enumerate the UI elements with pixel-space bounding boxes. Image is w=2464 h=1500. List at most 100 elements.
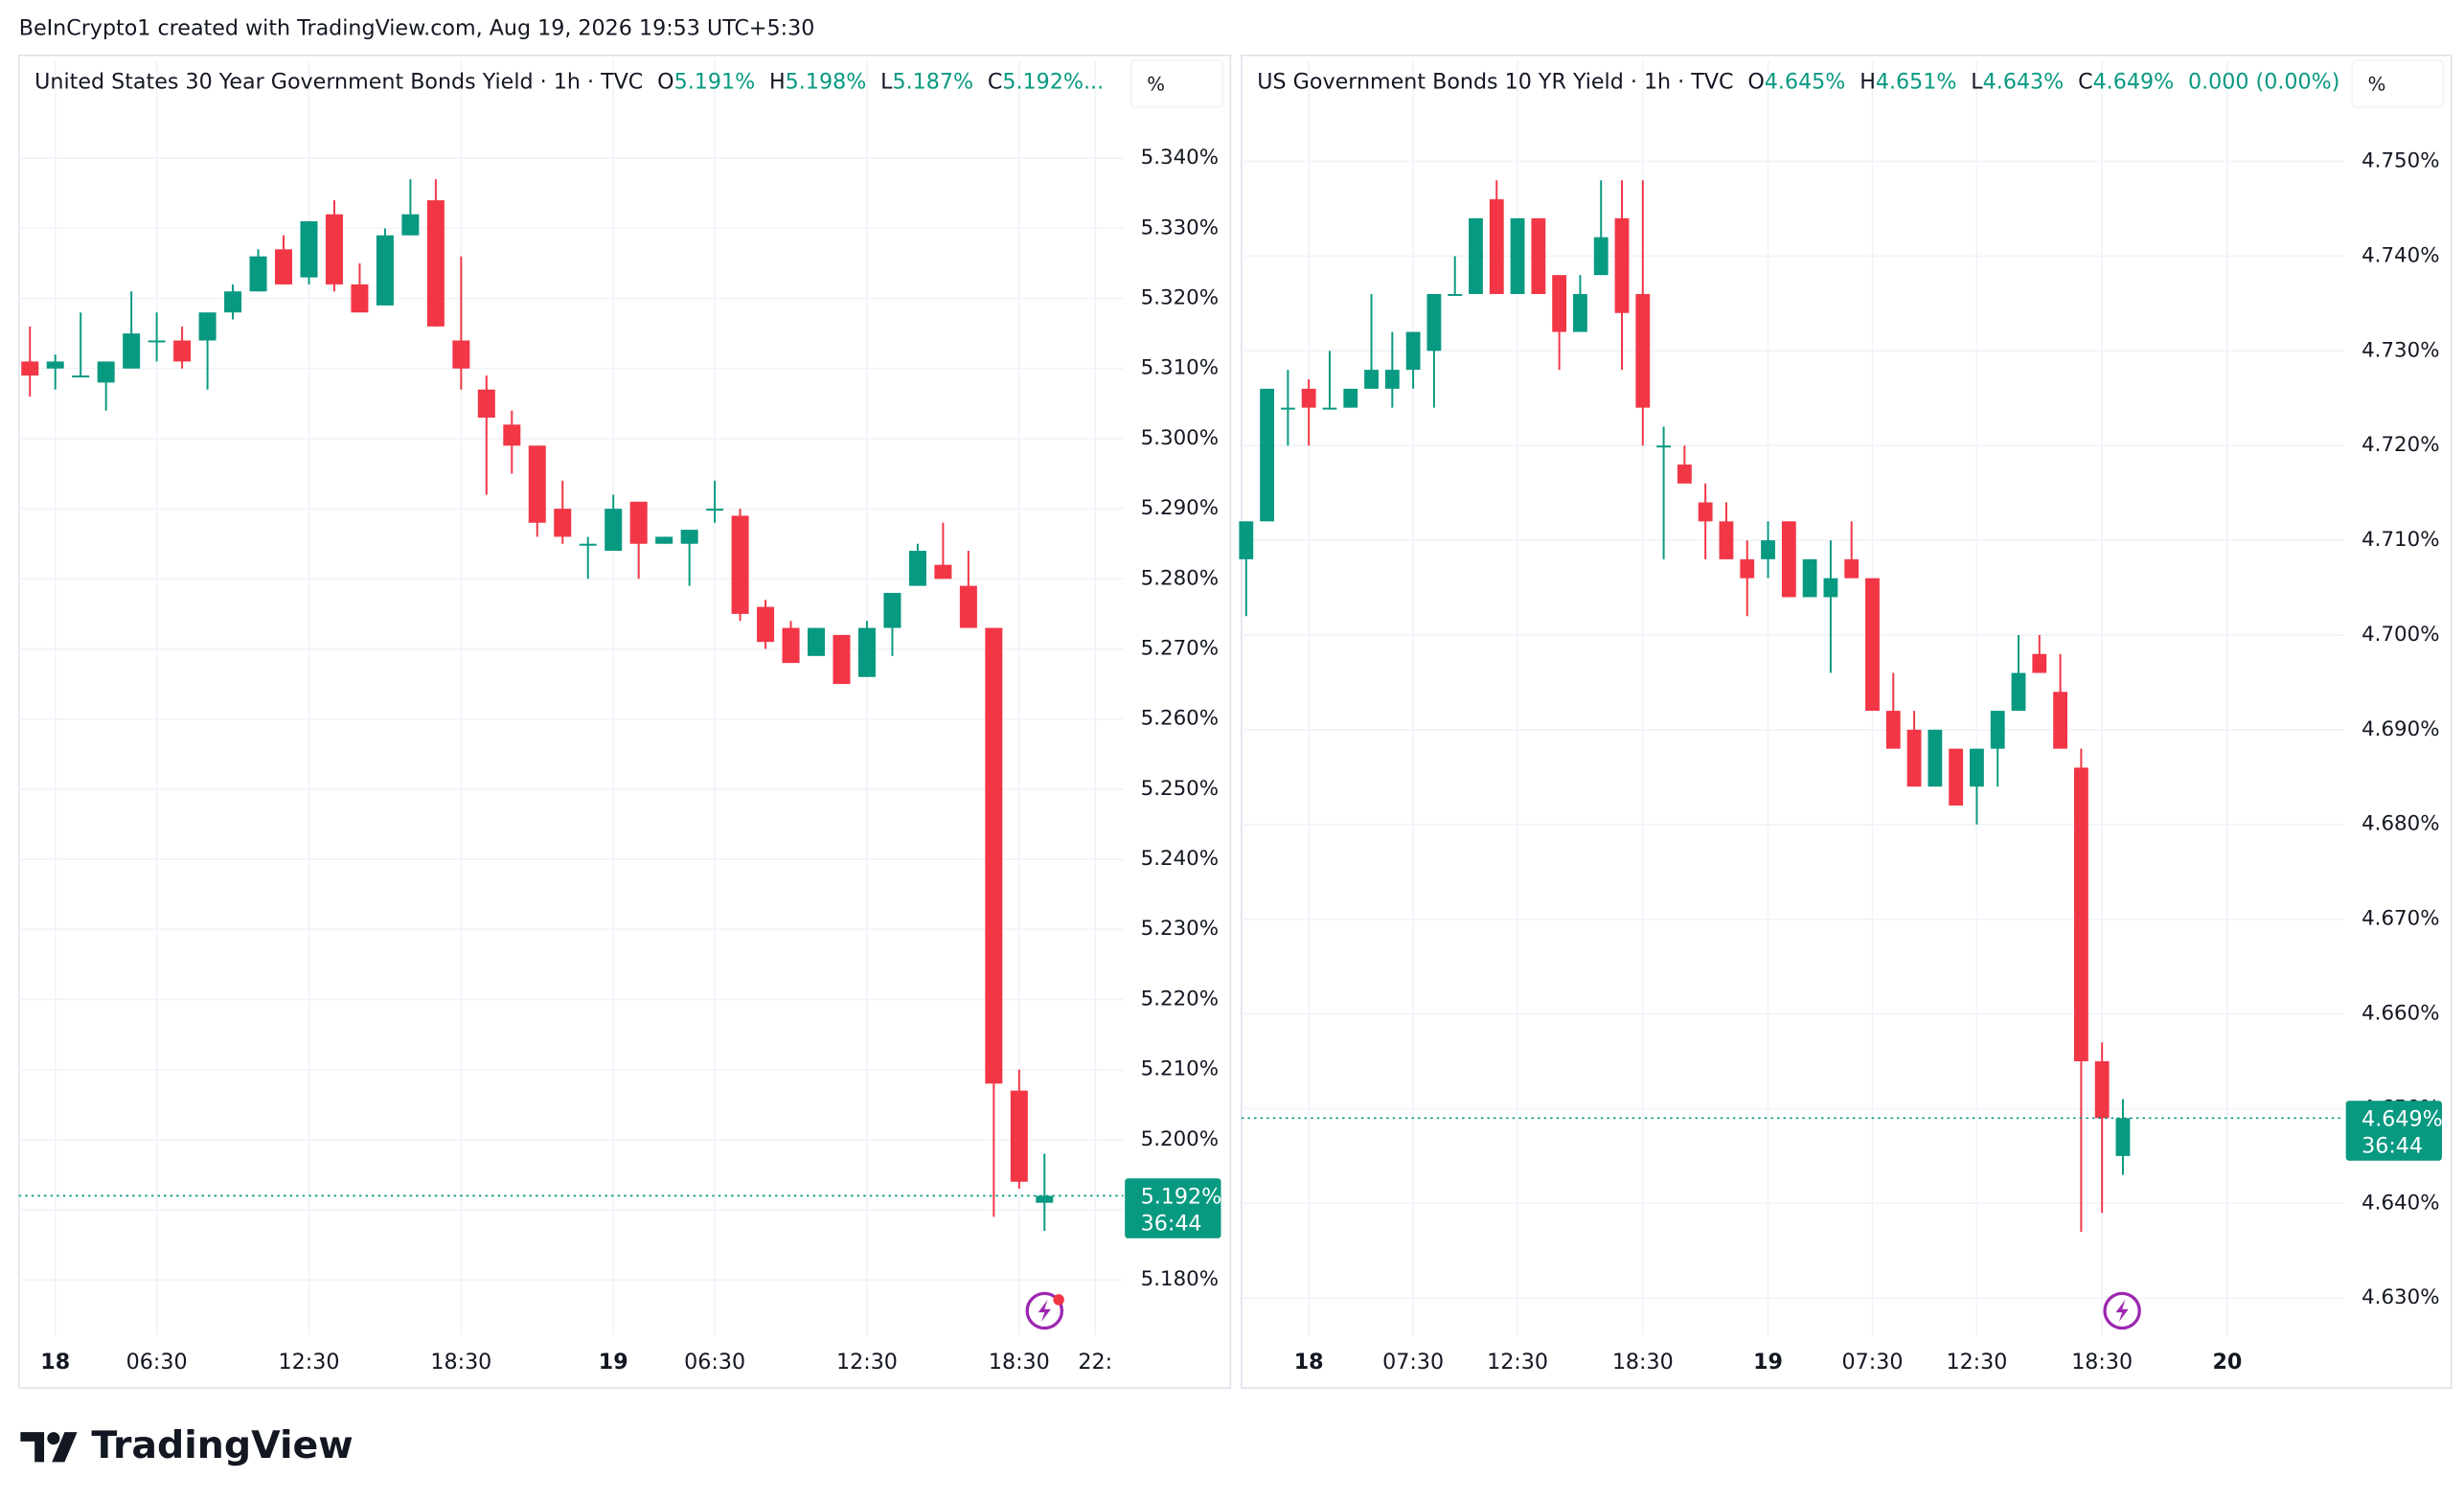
x-tick-label: 07:30	[1842, 1350, 1904, 1375]
y-tick-label: 5.270%	[1141, 636, 1219, 660]
candle-body	[2115, 1118, 2131, 1156]
candle-body	[1990, 711, 2005, 749]
price-label-box	[1125, 1178, 1221, 1239]
x-tick-label: 18	[1294, 1350, 1324, 1375]
x-tick-label: 18:30	[989, 1350, 1050, 1375]
y-tick-label: 4.710%	[2361, 528, 2439, 552]
y-tick-label: 5.280%	[1141, 566, 1219, 590]
y-tick-label: 5.200%	[1141, 1127, 1219, 1151]
candle-body	[757, 606, 775, 643]
candle-body	[503, 424, 521, 446]
candle-body	[1885, 711, 1901, 749]
candle-body	[808, 627, 826, 656]
legend-header: US Government Bonds 10 YR Yield · 1h · T…	[1257, 69, 2339, 94]
chart-title: United States 30 Year Government Bonds Y…	[34, 69, 643, 94]
panel	[1241, 54, 2453, 1389]
x-tick-label: 12:30	[1487, 1350, 1548, 1375]
y-tick-label: 5.330%	[1141, 216, 1219, 239]
logo-mark	[52, 1432, 78, 1463]
candle-body	[1656, 445, 1672, 448]
x-tick-label: 12:30	[1946, 1350, 2007, 1375]
logo	[20, 1432, 78, 1463]
candle-body	[1322, 407, 1337, 410]
y-tick-label: 4.730%	[2361, 338, 2439, 362]
candle-body	[1677, 464, 1692, 484]
replay-icon[interactable]	[2103, 1291, 2141, 1330]
candle-body	[1239, 521, 1254, 559]
x-tick-label: 19	[599, 1350, 628, 1375]
candle-body	[1531, 217, 1546, 294]
candle-body	[655, 536, 673, 544]
candle-body	[1426, 293, 1442, 352]
candle-body	[2094, 1060, 2110, 1119]
candle-body	[1448, 293, 1463, 296]
icon[interactable]	[2115, 1299, 2129, 1322]
candle-body	[782, 627, 800, 664]
ohlc-key: C	[2078, 69, 2093, 94]
x-tick-label: 18:30	[1612, 1350, 1674, 1375]
unit-button	[1129, 58, 1223, 108]
ohlc-value: 5.191%	[674, 69, 756, 94]
unit-label: %	[1147, 74, 1165, 96]
logo-mark	[47, 1432, 60, 1445]
candle-body	[934, 564, 952, 580]
ohlc-key: C	[988, 69, 1003, 94]
candle-body	[2053, 692, 2068, 749]
y-tick-label: 4.640%	[2361, 1191, 2439, 1215]
x-tick-label: 20	[2212, 1350, 2242, 1375]
candle-body	[1761, 540, 1775, 559]
candle-body	[629, 501, 648, 544]
y-tick-label: 4.690%	[2361, 717, 2439, 741]
y-tick-label: 5.340%	[1141, 146, 1219, 170]
candle-body	[376, 235, 394, 306]
chart-title: US Government Bonds 10 YR Yield · 1h · T…	[1257, 69, 1733, 94]
candle-body	[1364, 370, 1379, 389]
x-tick-label: 18:30	[2071, 1350, 2133, 1375]
y-tick-label: 5.210%	[1141, 1057, 1219, 1081]
candle-body	[883, 592, 901, 628]
x-tick-label: 06:30	[684, 1350, 745, 1375]
legend-header: United States 30 Year Government Bonds Y…	[34, 69, 1104, 94]
y-tick-label: 4.700%	[2361, 623, 2439, 647]
candle-body	[1573, 293, 1587, 332]
y-tick-label: 4.740%	[2361, 243, 2439, 267]
attribution: BeInCrypto1 created with TradingView.com…	[19, 15, 815, 40]
y-tick-label: 5.290%	[1141, 496, 1219, 520]
candle-body	[148, 340, 166, 343]
candle-body	[1343, 388, 1358, 408]
candle-body	[1740, 558, 1755, 579]
candle-body	[1781, 521, 1796, 598]
x-tick-label: 12:30	[836, 1350, 898, 1375]
x-tick-label: 22:	[1078, 1350, 1112, 1375]
unit-label: %	[2368, 74, 2386, 96]
icon[interactable]	[1038, 1299, 1051, 1322]
candle-body	[1802, 558, 1817, 598]
candle-body	[680, 530, 698, 544]
candle-body	[1552, 275, 1567, 332]
candle-body	[528, 445, 546, 523]
candle-body	[959, 585, 977, 628]
x-tick-label: 18	[40, 1350, 70, 1375]
ohlc-value: 4.649%	[2093, 69, 2175, 94]
candle-body	[72, 375, 90, 378]
ohlc-value: 0.000 (0.00%)	[2188, 69, 2339, 94]
candle-body	[706, 509, 724, 511]
candle-body	[224, 291, 242, 313]
candle-body	[325, 214, 343, 284]
candle-body	[1906, 729, 1922, 787]
candle-body	[1489, 199, 1504, 294]
candle-body	[452, 340, 470, 369]
candle-body	[1469, 217, 1483, 294]
countdown: 36:44	[2361, 1133, 2423, 1158]
ohlc-value: 5.198%	[786, 69, 867, 94]
candle-body	[1698, 502, 1713, 522]
candle-body	[1593, 237, 1608, 276]
price-label-box	[2345, 1101, 2442, 1161]
candle-body	[1510, 217, 1525, 294]
y-tick-label: 5.300%	[1141, 426, 1219, 450]
candle-body	[1928, 729, 1943, 787]
replay-icon[interactable]	[1025, 1291, 1064, 1330]
y-tick-label: 5.320%	[1141, 286, 1219, 310]
candle-body	[2032, 653, 2047, 673]
